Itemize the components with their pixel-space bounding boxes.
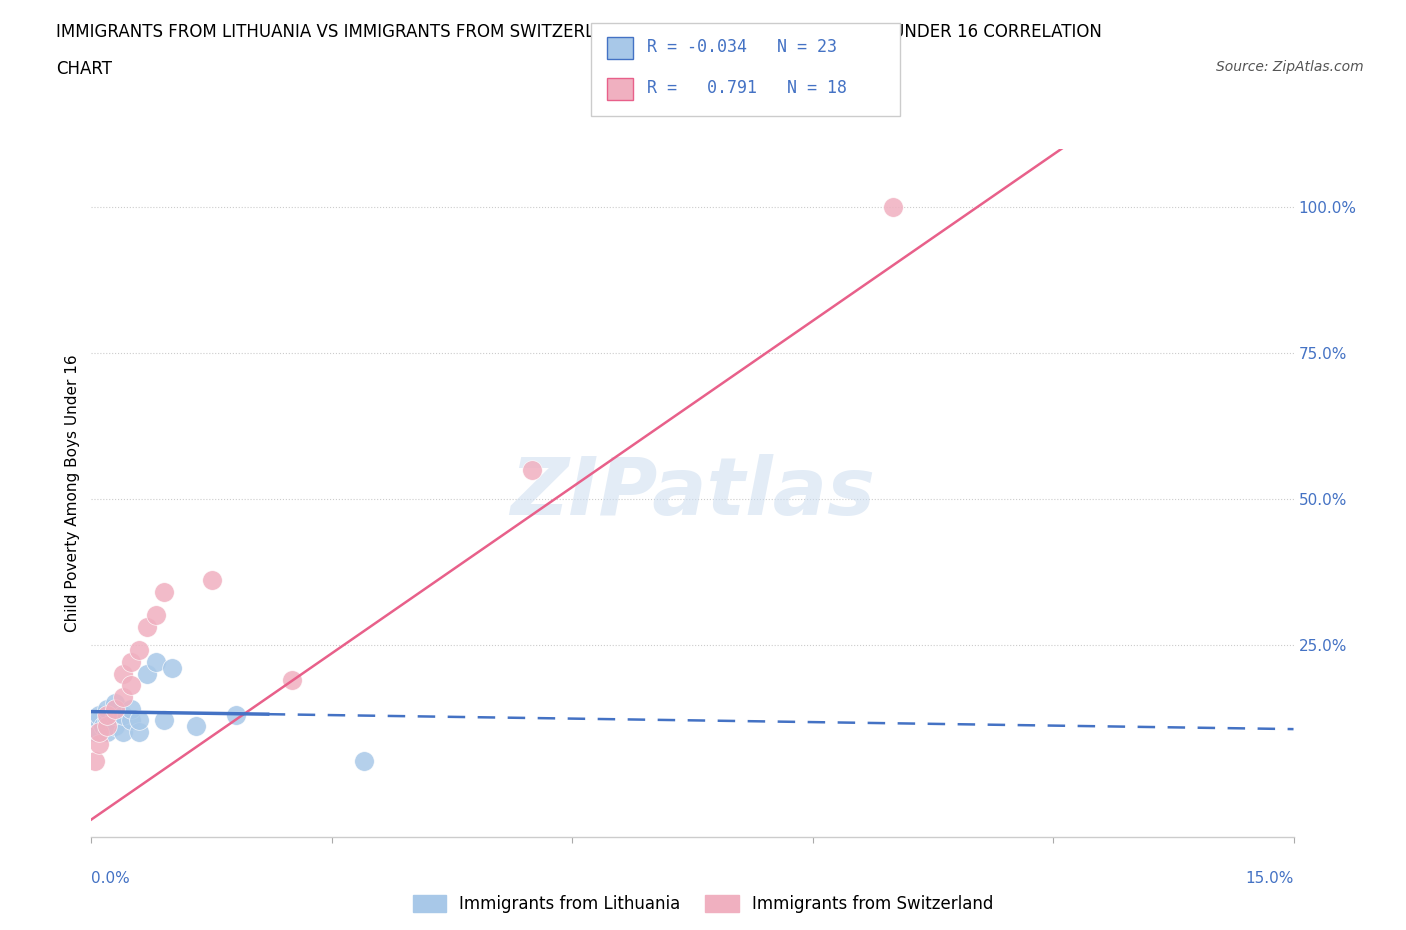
Point [104, 707, 127, 722]
Point [882, 200, 904, 215]
Point [128, 713, 150, 728]
Point [96, 724, 118, 739]
Point [96, 707, 118, 722]
Point [184, 719, 207, 734]
Legend: Immigrants from Lithuania, Immigrants from Switzerland: Immigrants from Lithuania, Immigrants fr… [406, 888, 1000, 920]
Point [96, 713, 118, 728]
Point [104, 719, 127, 734]
Point [353, 753, 375, 768]
Point [104, 696, 127, 711]
Point [89, 737, 111, 751]
Point [522, 462, 544, 477]
Point [128, 643, 150, 658]
Point [89, 724, 111, 739]
Y-axis label: Child Poverty Among Boys Under 16: Child Poverty Among Boys Under 16 [65, 354, 80, 631]
Point [128, 724, 150, 739]
Point [96, 719, 118, 734]
Point [281, 672, 304, 687]
Text: ZIPatlas: ZIPatlas [510, 454, 875, 532]
Text: R = -0.034   N = 23: R = -0.034 N = 23 [647, 38, 837, 57]
Point [145, 655, 167, 670]
Point [152, 585, 174, 600]
Point [96, 701, 118, 716]
Point [121, 678, 143, 693]
Point [93, 719, 115, 734]
Text: IMMIGRANTS FROM LITHUANIA VS IMMIGRANTS FROM SWITZERLAND CHILD POVERTY AMONG BOY: IMMIGRANTS FROM LITHUANIA VS IMMIGRANTS … [56, 23, 1102, 41]
Point [121, 713, 143, 728]
Point [104, 701, 127, 716]
Point [89, 713, 111, 728]
Point [89, 707, 111, 722]
Point [136, 619, 159, 634]
Point [112, 724, 135, 739]
Point [112, 689, 135, 704]
Text: R =   0.791   N = 18: R = 0.791 N = 18 [647, 79, 846, 98]
Point [112, 707, 135, 722]
Text: CHART: CHART [56, 60, 112, 78]
Point [84, 724, 107, 739]
Text: Source: ZipAtlas.com: Source: ZipAtlas.com [1216, 60, 1364, 74]
Point [112, 666, 135, 681]
Point [84, 753, 107, 768]
Point [160, 660, 183, 675]
Point [152, 713, 174, 728]
Point [121, 701, 143, 716]
Text: 15.0%: 15.0% [1246, 871, 1294, 886]
Point [201, 573, 224, 588]
Point [145, 608, 167, 623]
Point [121, 655, 143, 670]
Point [225, 707, 247, 722]
Text: 0.0%: 0.0% [91, 871, 131, 886]
Point [136, 666, 159, 681]
